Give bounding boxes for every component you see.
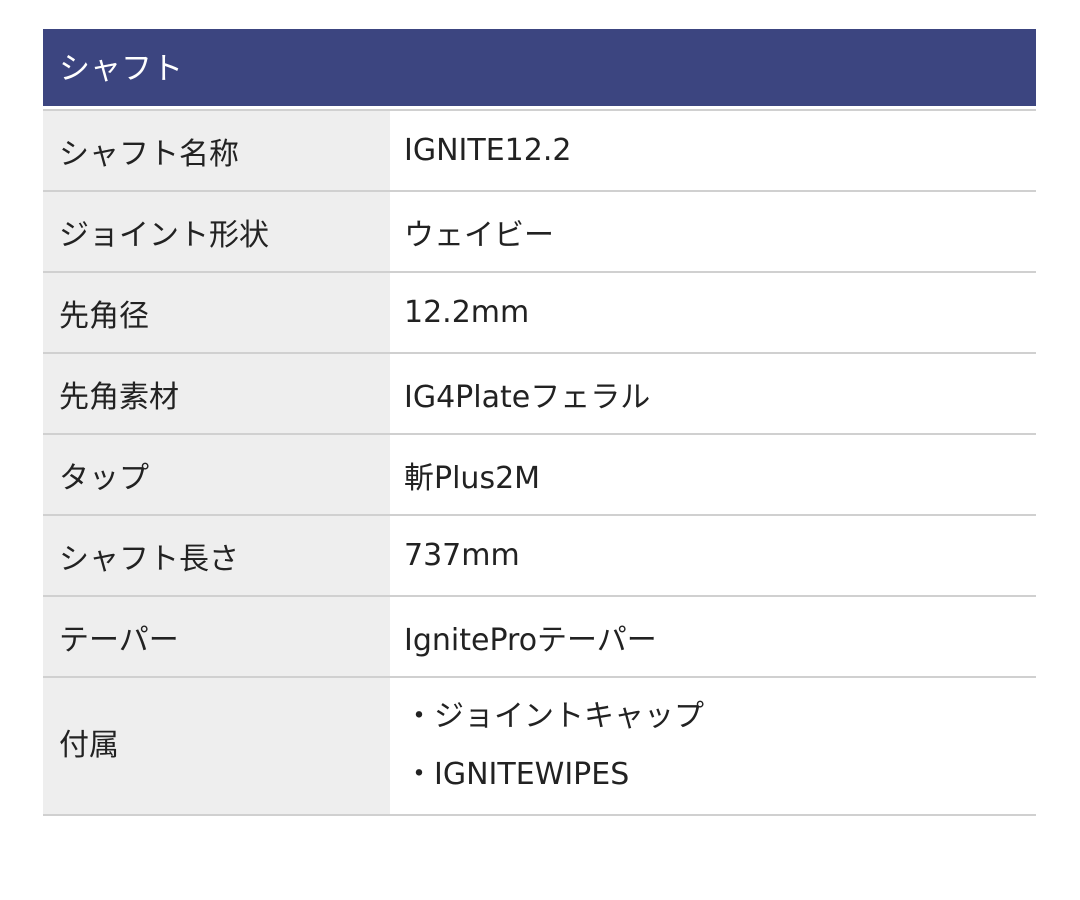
table-row: タップ 斬Plus2M [43,434,1036,516]
spec-label: タップ [43,434,390,516]
spec-value-item: ・IGNITEWIPES [404,757,630,792]
spec-label: シャフト名称 [43,110,390,192]
table-row: 先角径 12.2mm [43,272,1036,354]
spec-value: ・ジョイントキャップ ・IGNITEWIPES [390,677,1036,816]
spec-value: IG4Plateフェラル [390,353,1036,435]
section-header: シャフト [43,29,1036,109]
spec-value: IGNITE12.2 [390,110,1036,192]
table-row: テーパー IgniteProテーパー [43,596,1036,678]
spec-label: シャフト長さ [43,515,390,597]
spec-label: テーパー [43,596,390,678]
spec-value-item: ・ジョイントキャップ [404,699,704,734]
table-row: 先角素材 IG4Plateフェラル [43,353,1036,435]
spec-label: 先角径 [43,272,390,354]
spec-value: ウェイビー [390,191,1036,273]
table-row: ジョイント形状 ウェイビー [43,191,1036,273]
spec-table: シャフト名称 IGNITE12.2 ジョイント形状 ウェイビー 先角径 12.2mm 先角素… [43,109,1036,816]
table-row: シャフト長さ 737mm [43,515,1036,597]
spec-value: 斬Plus2M [390,434,1036,516]
spec-label: 先角素材 [43,353,390,435]
spec-value: 737mm [390,515,1036,597]
spec-label: ジョイント形状 [43,191,390,273]
spec-table-section: シャフト シャフト名称 IGNITE12.2 ジョイント形状 ウェイビー 先角径 12.2… [43,29,1036,816]
table-row: シャフト名称 IGNITE12.2 [43,110,1036,192]
spec-label: 付属 [43,677,390,816]
spec-value: 12.2mm [390,272,1036,354]
spec-value: IgniteProテーパー [390,596,1036,678]
table-row: 付属 ・ジョイントキャップ ・IGNITEWIPES [43,677,1036,816]
